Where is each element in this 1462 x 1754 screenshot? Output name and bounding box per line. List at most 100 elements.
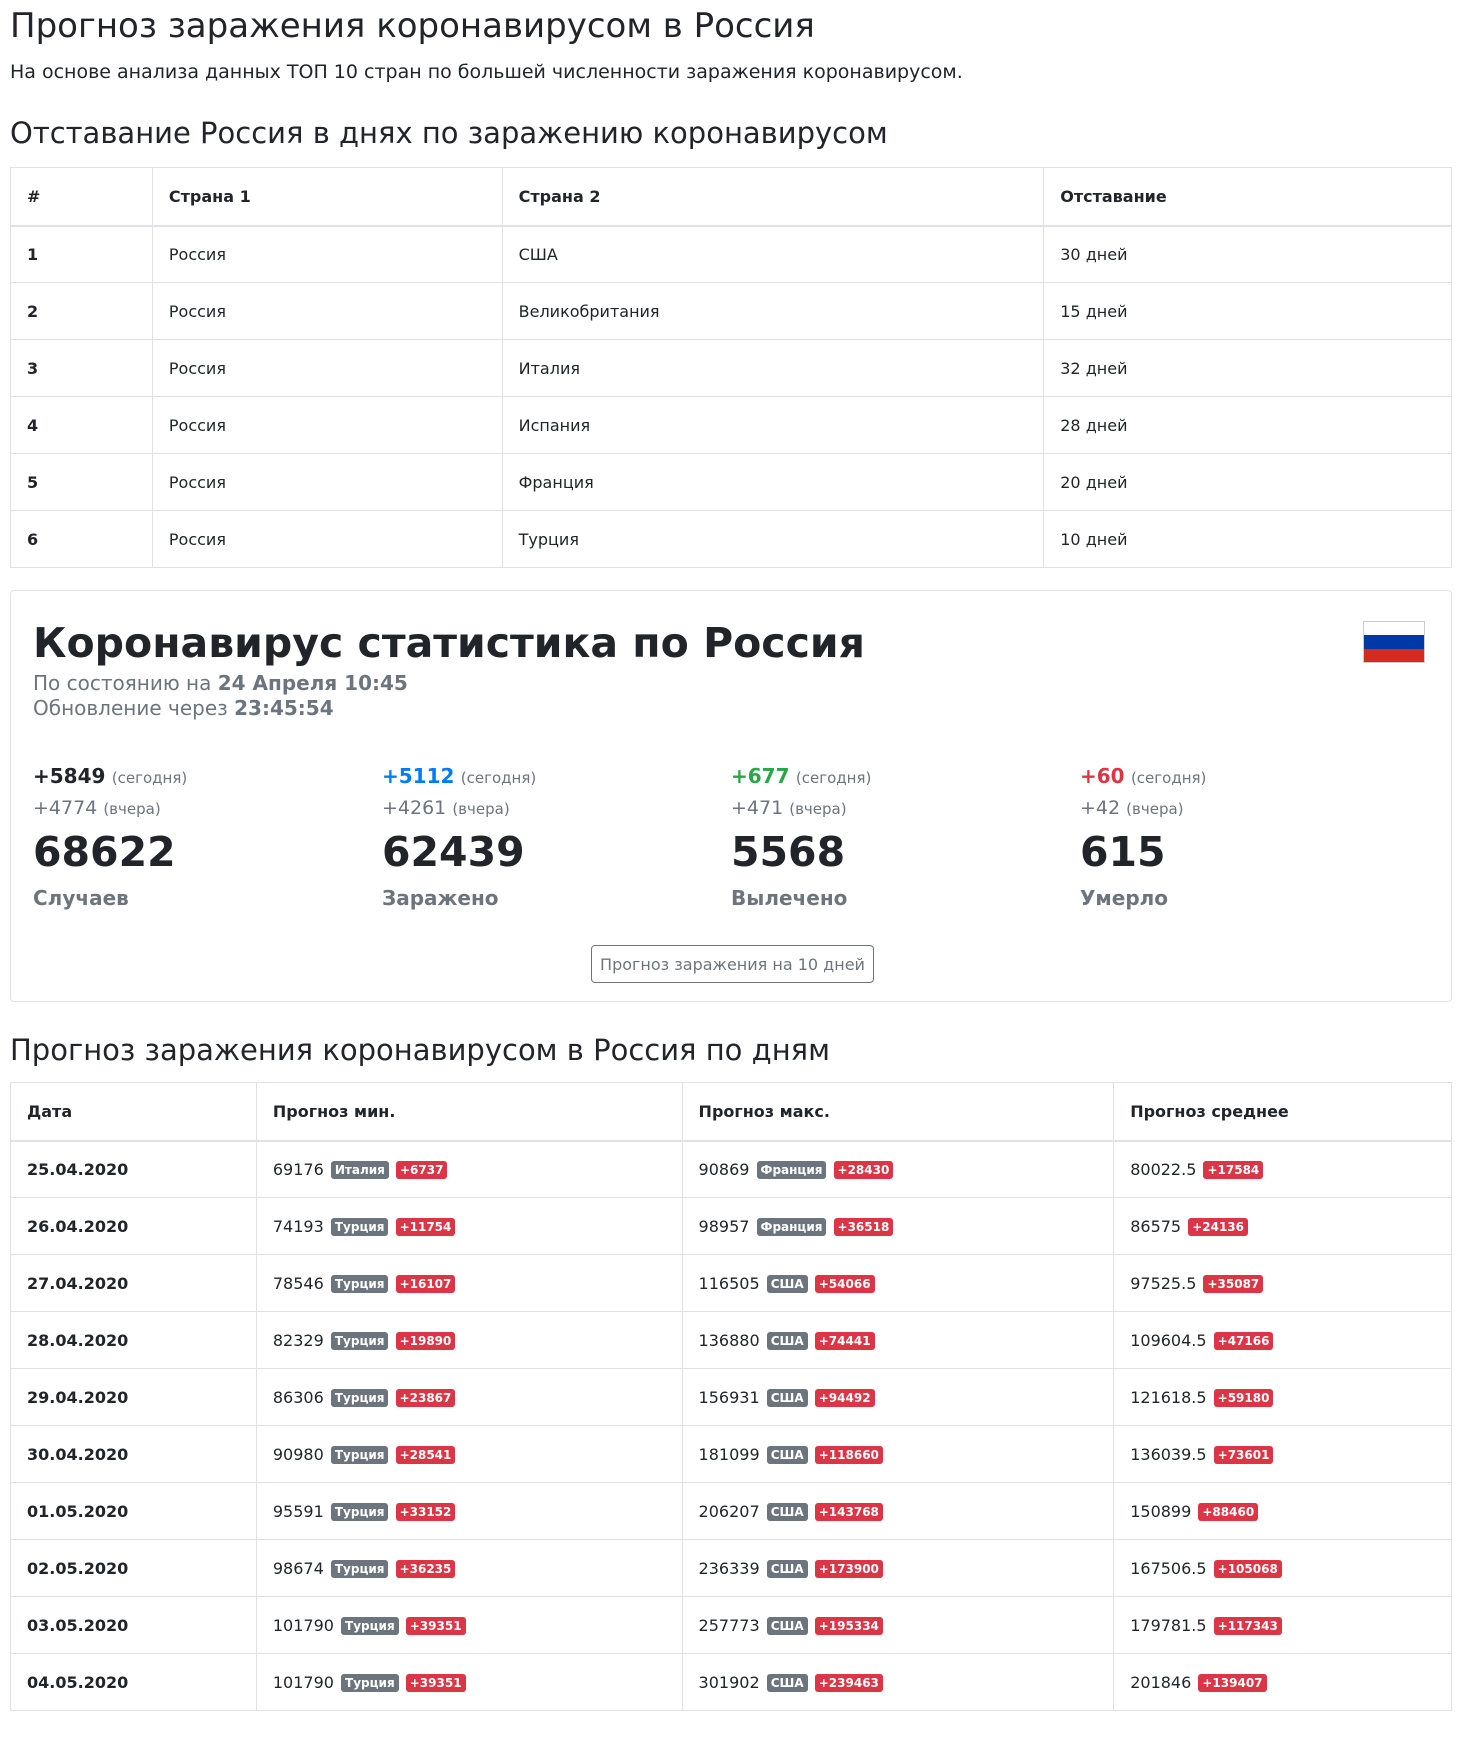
forecast-avg-cell: 86575 +24136 <box>1113 1197 1452 1255</box>
lag-row-country2: Великобритания <box>501 282 1045 340</box>
forecast-min-value: 90980 <box>272 1444 324 1464</box>
forecast-min-cell: 101790 Турция +39351 <box>255 1596 683 1654</box>
lag-row-country2: Испания <box>501 396 1045 454</box>
delta-badge: +54066 <box>814 1274 875 1293</box>
forecast-avg-cell: 121618.5 +59180 <box>1113 1368 1452 1426</box>
lag-row-country2: Франция <box>501 453 1045 511</box>
yesterday-label: (вчера) <box>789 800 847 818</box>
stat-infected-label: Заражено <box>382 886 499 910</box>
lag-row-country1: Россия <box>151 339 503 397</box>
forecast-min-value: 101790 <box>272 1672 334 1692</box>
forecast-date: 01.05.2020 <box>10 1482 257 1540</box>
country-badge: Турция <box>341 1673 399 1692</box>
as-of-line: По состоянию на 24 Апреля 10:45 <box>33 671 1429 696</box>
forecast-table-body: 25.04.2020 69176 Италия +6737 90869 Франци… <box>10 1140 1452 1711</box>
country-badge: Турция <box>330 1502 389 1521</box>
forecast-date: 29.04.2020 <box>10 1368 257 1426</box>
stat-cases-today-value: +5849 <box>33 764 106 788</box>
delta-badge: +11754 <box>395 1217 456 1236</box>
page-title: Прогноз заражения коронавирусом в Россия <box>10 6 815 46</box>
forecast-min-cell: 90980 Турция +28541 <box>255 1425 683 1483</box>
country-badge: Турция <box>330 1331 389 1350</box>
stat-cases-yesterday: +4774 (вчера) <box>33 793 382 824</box>
yesterday-label: (вчера) <box>103 800 161 818</box>
forecast-min-cell: 82329 Турция +19890 <box>255 1311 683 1369</box>
forecast-avg-cell: 179781.5 +117343 <box>1113 1596 1452 1654</box>
country-badge: Турция <box>330 1217 389 1236</box>
lag-row-country1: Россия <box>151 510 503 568</box>
delta-badge: +39351 <box>405 1616 466 1635</box>
forecast-avg-value: 121618.5 <box>1130 1387 1207 1407</box>
today-label: (сегодня) <box>111 769 188 787</box>
as-of-label: По состоянию на <box>33 671 212 695</box>
country-badge: США <box>766 1559 808 1578</box>
stat-infected-yesterday: +4261 (вчера) <box>382 793 731 824</box>
lag-row-number: 6 <box>10 510 153 568</box>
delta-badge: +173900 <box>814 1559 883 1578</box>
country-badge: США <box>766 1673 808 1692</box>
forecast-max-cell: 301902 США +239463 <box>681 1653 1115 1711</box>
lag-table-row: 1 Россия США 30 дней <box>10 225 1452 283</box>
lag-col-country2: Страна 2 <box>501 167 1045 227</box>
delta-badge: +73601 <box>1213 1445 1274 1464</box>
today-label: (сегодня) <box>795 769 872 787</box>
stat-deaths-total: 615 <box>1080 828 1166 876</box>
stat-deaths-yesterday-value: +42 <box>1080 797 1121 819</box>
forecast-date: 26.04.2020 <box>10 1197 257 1255</box>
forecast-max-value: 257773 <box>698 1615 760 1635</box>
forecast-table-row: 04.05.2020 101790 Турция +39351 301902 США… <box>10 1653 1452 1711</box>
lag-row-lag: 10 дней <box>1043 510 1452 568</box>
forecast-table-row: 25.04.2020 69176 Италия +6737 90869 Франци… <box>10 1140 1452 1198</box>
forecast-table-row: 03.05.2020 101790 Турция +39351 257773 США… <box>10 1596 1452 1654</box>
lag-section-title: Отставание Россия в днях по заражению ко… <box>10 116 888 150</box>
update-countdown: 23:45:54 <box>234 696 334 720</box>
delta-badge: +139407 <box>1198 1673 1267 1692</box>
country-badge: Франция <box>756 1160 827 1179</box>
country-badge: Франция <box>756 1217 827 1236</box>
country-badge: США <box>766 1331 808 1350</box>
forecast-avg-value: 167506.5 <box>1130 1558 1207 1578</box>
forecast-avg-cell: 109604.5 +47166 <box>1113 1311 1452 1369</box>
forecast-table-header-row: Дата Прогноз мин. Прогноз макс. Прогноз … <box>10 1082 1452 1142</box>
forecast-min-cell: 78546 Турция +16107 <box>255 1254 683 1312</box>
stat-recovered: +677 (сегодня) +471 (вчера) 5568 Вылечено <box>731 761 1080 914</box>
delta-badge: +35087 <box>1203 1274 1264 1293</box>
stats-card: Коронавирус статистика по Россия По сост… <box>10 590 1452 1002</box>
country-badge: Турция <box>341 1616 399 1635</box>
forecast-avg-cell: 136039.5 +73601 <box>1113 1425 1452 1483</box>
forecast-10-days-button[interactable]: Прогноз заражения на 10 дней <box>591 945 874 983</box>
forecast-avg-cell: 201846 +139407 <box>1113 1653 1452 1711</box>
forecast-min-value: 74193 <box>272 1216 324 1236</box>
forecast-min-value: 95591 <box>272 1501 324 1521</box>
stat-recovered-today: +677 (сегодня) <box>731 761 1080 793</box>
forecast-date: 27.04.2020 <box>10 1254 257 1312</box>
delta-badge: +16107 <box>395 1274 456 1293</box>
lag-row-country1: Россия <box>151 453 503 511</box>
forecast-min-cell: 74193 Турция +11754 <box>255 1197 683 1255</box>
lag-row-number: 3 <box>10 339 153 397</box>
lag-table-row: 4 Россия Испания 28 дней <box>10 396 1452 454</box>
forecast-max-cell: 206207 США +143768 <box>681 1482 1115 1540</box>
lag-row-number: 1 <box>10 225 153 283</box>
country-badge: США <box>766 1388 808 1407</box>
lag-row-country2: США <box>501 225 1045 283</box>
forecast-max-cell: 236339 США +173900 <box>681 1539 1115 1597</box>
stat-cases-label: Случаев <box>33 886 129 910</box>
stat-cases: +5849 (сегодня) +4774 (вчера) 68622 Случаев <box>33 761 382 914</box>
forecast-avg-cell: 97525.5 +35087 <box>1113 1254 1452 1312</box>
delta-badge: +39351 <box>405 1673 466 1692</box>
stat-infected-today-value: +5112 <box>382 764 455 788</box>
forecast-date: 04.05.2020 <box>10 1653 257 1711</box>
stat-infected-yesterday-value: +4261 <box>382 797 447 819</box>
forecast-avg-value: 97525.5 <box>1130 1273 1197 1293</box>
stat-cases-total: 68622 <box>33 828 176 876</box>
lag-table-body: 1 Россия США 30 дней 2 Россия Великобритания 15… <box>10 225 1452 568</box>
lag-row-country2: Турция <box>501 510 1045 568</box>
delta-badge: +105068 <box>1213 1559 1282 1578</box>
forecast-date: 03.05.2020 <box>10 1596 257 1654</box>
lag-row-country1: Россия <box>151 225 503 283</box>
stat-infected: +5112 (сегодня) +4261 (вчера) 62439 Заражен… <box>382 761 731 914</box>
forecast-avg-cell: 150899 +88460 <box>1113 1482 1452 1540</box>
stat-recovered-today-value: +677 <box>731 764 790 788</box>
update-line: Обновление через 23:45:54 <box>33 696 1429 721</box>
